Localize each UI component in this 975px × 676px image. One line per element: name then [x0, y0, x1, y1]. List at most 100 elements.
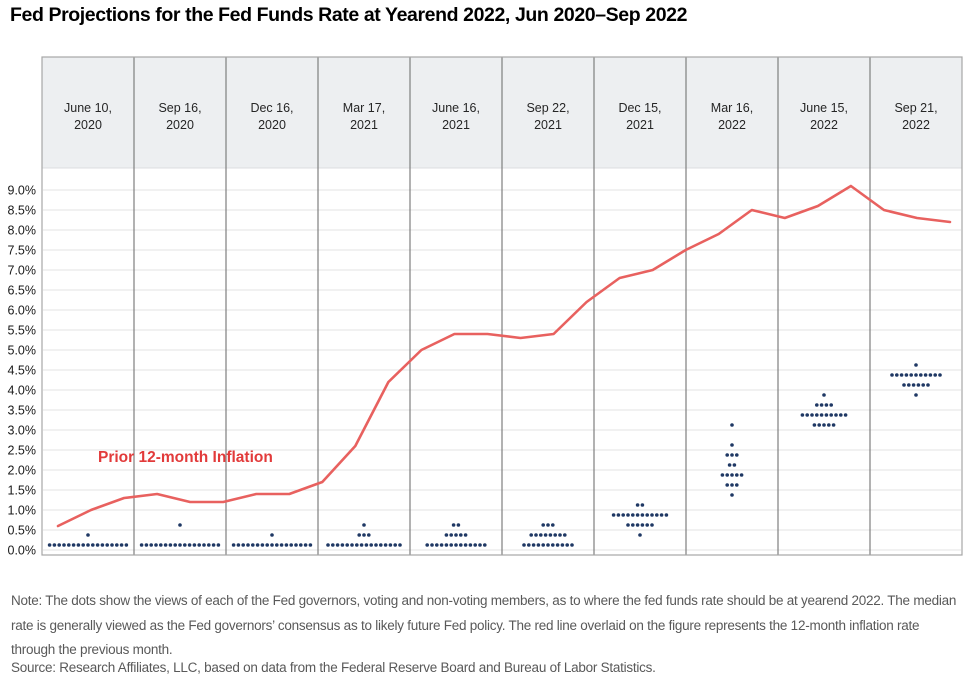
- fed-projection-dot: [439, 543, 444, 547]
- date-header-label: June 15, 2022: [800, 101, 848, 132]
- fed-projection-dot: [383, 543, 388, 547]
- fed-projection-dot: [67, 543, 71, 547]
- fed-projection-dot: [539, 533, 543, 537]
- fed-projection-dot: [435, 543, 439, 547]
- fed-projection-dot: [735, 483, 739, 487]
- fed-projection-dot: [444, 543, 449, 547]
- fed-projection-dot: [819, 403, 824, 407]
- fed-projection-dot: [124, 543, 129, 547]
- fed-projection-dot: [355, 543, 359, 547]
- fed-projection-dot: [168, 543, 173, 547]
- fed-projection-dot: [173, 543, 177, 547]
- fed-projection-dot: [645, 523, 649, 527]
- fed-projection-dot: [463, 533, 468, 537]
- fed-projection-dot: [369, 543, 374, 547]
- fed-projection-dot: [555, 543, 560, 547]
- fed-projection-dot: [730, 493, 734, 497]
- fed-projection-dot: [655, 513, 659, 517]
- fed-projection-dot: [444, 533, 449, 537]
- fed-projection-dot: [829, 413, 833, 417]
- fed-projection-dot: [560, 543, 565, 547]
- y-axis-tick-label: 2.5%: [8, 444, 37, 458]
- fed-projection-dot: [725, 473, 729, 477]
- y-axis-tick-label: 5.5%: [8, 324, 37, 338]
- fed-projection-dot: [834, 413, 838, 417]
- fed-projection-dot: [635, 513, 640, 517]
- date-header-label: June 16, 2021: [432, 101, 480, 132]
- fed-projection-dot: [335, 543, 340, 547]
- fed-projection-dot: [730, 473, 734, 477]
- date-header-label: Sep 22, 2021: [526, 101, 569, 132]
- fed-projection-dot: [95, 543, 100, 547]
- column-separators: [133, 57, 871, 555]
- fed-projection-dot: [364, 543, 369, 547]
- date-header-label: Dec 16, 2020: [250, 101, 293, 132]
- fed-projection-dot: [909, 373, 913, 377]
- fed-projection-dot: [911, 383, 916, 387]
- fed-projection-dot: [388, 543, 393, 547]
- fed-projection-dot: [159, 543, 163, 547]
- y-axis-tick-label: 8.5%: [8, 204, 37, 218]
- fed-projection-dot: [720, 473, 725, 477]
- fed-projection-dot: [265, 543, 270, 547]
- y-axis-tick-label: 1.5%: [8, 484, 37, 498]
- fed-projection-dot: [546, 543, 550, 547]
- y-axis-tick-label: 9.0%: [8, 184, 37, 198]
- fed-projection-dot: [393, 543, 398, 547]
- fed-projection-dot: [839, 413, 843, 417]
- fed-projection-dot: [398, 543, 402, 547]
- fed-projection-dot: [91, 543, 95, 547]
- fed-projection-dot: [207, 543, 211, 547]
- fed-projection-dot: [340, 543, 345, 547]
- fed-projection-dot: [279, 543, 284, 547]
- fed-projection-dot: [640, 523, 645, 527]
- fed-projection-dot: [275, 543, 279, 547]
- fed-projection-dot: [367, 533, 371, 537]
- fed-projection-dot: [732, 463, 737, 467]
- fed-projection-dot: [914, 373, 918, 377]
- fed-projection-dot: [284, 543, 289, 547]
- fed-projection-dot: [810, 413, 814, 417]
- fed-projection-dot: [843, 413, 848, 417]
- fed-projection-dot: [534, 533, 538, 537]
- fed-projection-dot: [241, 543, 245, 547]
- fed-projection-dot: [192, 543, 197, 547]
- y-axis-tick-label: 2.0%: [8, 464, 37, 478]
- date-header-label: June 10, 2020: [64, 101, 112, 132]
- fed-projection-dot: [730, 443, 734, 447]
- y-axis-tick-label: 7.5%: [8, 244, 37, 258]
- fed-projection-dot: [822, 393, 826, 397]
- fed-projection-dot: [430, 543, 434, 547]
- y-axis-tick-label: 1.0%: [8, 504, 37, 518]
- fed-projection-dot: [902, 383, 906, 387]
- y-axis-tick-label: 5.0%: [8, 344, 37, 358]
- fed-projection-dot: [483, 543, 487, 547]
- fed-projection-dot: [154, 543, 158, 547]
- fed-projection-dot: [553, 533, 557, 537]
- fed-projection-dot: [664, 513, 669, 517]
- meeting-dot-column: [326, 523, 402, 547]
- fed-projection-dot: [611, 513, 616, 517]
- fed-projection-dot: [270, 543, 274, 547]
- fed-projection-dot: [251, 543, 255, 547]
- fed-projection-dot: [563, 533, 567, 537]
- fed-projection-dot: [933, 373, 937, 377]
- fed-projection-dot: [202, 543, 206, 547]
- source-text: Source: Research Affiliates, LLC, based …: [11, 660, 656, 675]
- fed-projection-dot: [725, 453, 729, 457]
- fed-projection-dot: [822, 423, 826, 427]
- fed-projection-dot: [187, 543, 192, 547]
- fed-projection-dot: [211, 543, 216, 547]
- fed-projection-dot: [47, 543, 52, 547]
- y-axis-tick-label: 6.5%: [8, 284, 37, 298]
- fed-projection-dot: [270, 533, 274, 537]
- fed-projection-dot: [294, 543, 298, 547]
- fed-projection-dot: [522, 543, 526, 547]
- fed-projection-dot: [558, 533, 562, 537]
- fed-projection-dot: [640, 503, 645, 507]
- fed-projection-dot: [359, 543, 364, 547]
- fed-projection-dot: [236, 543, 241, 547]
- fed-projection-dot: [621, 513, 625, 517]
- fed-projection-dot: [246, 543, 250, 547]
